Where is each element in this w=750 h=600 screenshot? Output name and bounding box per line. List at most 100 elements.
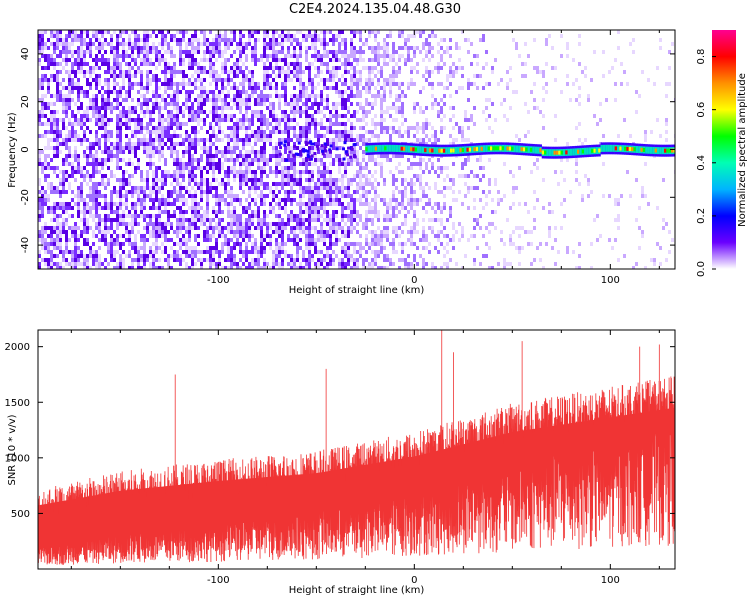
- spectrogram-cell: [53, 226, 56, 230]
- spectrogram-cell: [116, 138, 119, 142]
- spectrogram-cell: [155, 194, 158, 198]
- spectrogram-cell: [284, 150, 287, 154]
- spectrogram-cell: [167, 66, 170, 70]
- spectrogram-cell: [254, 114, 257, 118]
- spectrogram-cell: [371, 250, 374, 254]
- spectrogram-cell: [371, 154, 374, 158]
- spectrogram-cell: [356, 142, 359, 146]
- spectrogram-cell: [77, 82, 80, 86]
- spectrogram-cell: [128, 242, 131, 246]
- spectrogram-cell: [119, 86, 122, 90]
- spectrogram-cell: [350, 54, 353, 58]
- spectrogram-cell: [314, 126, 317, 130]
- spectrogram-cell: [53, 186, 56, 190]
- spectrogram-cell: [206, 146, 209, 150]
- spectrogram-cell: [344, 214, 347, 218]
- spectrogram-cell: [200, 102, 203, 106]
- spectrogram-cell: [239, 106, 242, 110]
- spectrogram-cell: [140, 62, 143, 66]
- spectrogram-cell: [260, 234, 263, 238]
- spectrogram-cell: [254, 90, 257, 94]
- spectrogram-cell: [347, 70, 350, 74]
- spectrogram-cell: [305, 158, 308, 162]
- spectrogram-cell: [269, 246, 272, 250]
- spectrogram-cell: [128, 138, 131, 142]
- spectrogram-cell: [356, 94, 359, 98]
- spectrogram-cell: [197, 142, 200, 146]
- spectrogram-cell: [239, 138, 242, 142]
- spectrogram-cell: [92, 106, 95, 110]
- spectrogram-cell: [227, 138, 230, 142]
- spectrogram-cell: [50, 146, 53, 150]
- spectrogram-cell: [209, 154, 212, 158]
- spectrogram-cell: [119, 150, 122, 154]
- spectrogram-cell: [203, 250, 206, 254]
- spectrogram-cell: [380, 66, 383, 70]
- spectrogram-cell: [173, 198, 176, 202]
- spectrogram-cell: [116, 162, 119, 166]
- spectrogram-cell: [185, 218, 188, 222]
- spectrogram-cell: [128, 66, 131, 70]
- spectrogram-cell: [230, 70, 233, 74]
- spectrogram-cell: [80, 198, 83, 202]
- spectrogram-cell: [281, 114, 284, 118]
- spectrogram-cell: [212, 246, 215, 250]
- spectrogram-cell: [452, 178, 455, 182]
- spectrogram-cell: [245, 154, 248, 158]
- spectrogram-cell: [323, 170, 326, 174]
- spectrogram-cell: [410, 82, 413, 86]
- spectrogram-cell: [254, 226, 257, 230]
- spectrogram-cell: [206, 70, 209, 74]
- spectrogram-cell: [218, 114, 221, 118]
- spectrogram-cell: [140, 186, 143, 190]
- spectrogram-cell: [401, 182, 404, 186]
- spectrogram-cell: [311, 150, 314, 154]
- spectrogram-cell: [419, 254, 422, 258]
- spectrogram-cell: [317, 58, 320, 62]
- spectrogram-cell: [287, 182, 290, 186]
- spectrogram-cell: [44, 258, 47, 262]
- spectrogram-cell: [203, 70, 206, 74]
- spectrogram-cell: [323, 202, 326, 206]
- spectrogram-cell: [251, 218, 254, 222]
- spectrogram-cell: [155, 222, 158, 226]
- spectrogram-cell: [272, 30, 275, 34]
- spectrogram-cell: [71, 266, 74, 269]
- spectrogram-cell: [38, 114, 41, 118]
- spectrogram-cell: [134, 186, 137, 190]
- spectrogram-cell: [284, 146, 287, 150]
- spectrogram-cell: [314, 102, 317, 106]
- spectrogram-cell: [41, 194, 44, 198]
- spectrogram-cell: [53, 218, 56, 222]
- spectrogram-cell: [155, 250, 158, 254]
- spectrogram-cell: [296, 66, 299, 70]
- spectrogram-cell: [194, 210, 197, 214]
- spectrogram-cell: [179, 242, 182, 246]
- spectrogram-cell: [92, 158, 95, 162]
- spectrogram-cell: [173, 178, 176, 182]
- spectrogram-cell: [110, 38, 113, 42]
- spectrogram-cell: [152, 250, 155, 254]
- spectrogram-cell: [386, 110, 389, 114]
- spectrogram-cell: [191, 138, 194, 142]
- spectrogram-cell: [167, 146, 170, 150]
- spectrogram-cell: [257, 178, 260, 182]
- spectrogram-cell: [179, 198, 182, 202]
- spectrogram-cell: [68, 78, 71, 82]
- spectrogram-cell: [353, 74, 356, 78]
- spectrogram-cell: [359, 78, 362, 82]
- spectrogram-cell: [149, 218, 152, 222]
- spectrogram-cell: [74, 58, 77, 62]
- spectrogram-cell: [146, 98, 149, 102]
- spectrogram-cell: [263, 142, 266, 146]
- spectrogram-cell: [230, 38, 233, 42]
- spectrogram-cell: [365, 210, 368, 214]
- spectrogram-cell: [422, 30, 425, 34]
- spectrogram-cell: [56, 230, 59, 234]
- spectrogram-cell: [326, 262, 329, 266]
- spectrogram-cell: [293, 262, 296, 266]
- spectrogram-cell: [257, 98, 260, 102]
- spectrogram-cell: [422, 138, 425, 142]
- spectrogram-cell: [260, 190, 263, 194]
- spectrogram-cell: [332, 242, 335, 246]
